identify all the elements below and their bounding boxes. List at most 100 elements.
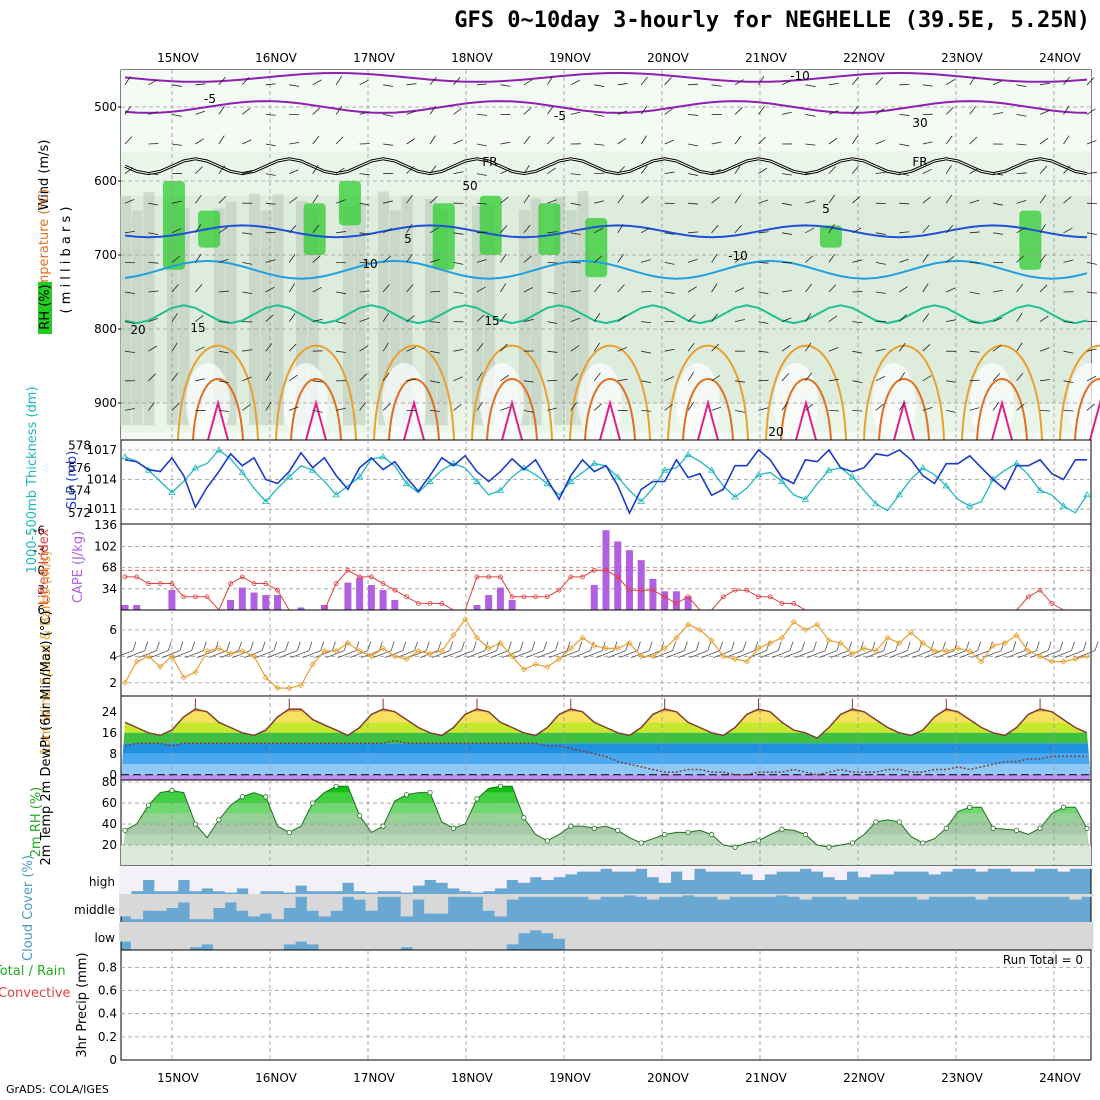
surface-barb-flag: [414, 641, 418, 651]
wind-barb: [593, 284, 601, 293]
surface-barb: [220, 650, 239, 659]
rh-point: [779, 826, 785, 832]
wind-speed-point: [227, 650, 234, 657]
rh-point: [638, 840, 644, 846]
temperature-contours: [124, 71, 1100, 441]
wind-barb: [1016, 172, 1027, 174]
cape-bar: [250, 592, 258, 610]
wind-barb: [429, 196, 438, 204]
wind-barb: [523, 224, 531, 234]
ylabel-cloud: Cloud Cover (%): [21, 855, 36, 961]
rh-column: [401, 196, 413, 426]
lifted-index-point: [239, 574, 245, 580]
wind-barb: [758, 321, 769, 324]
rh-column: [530, 198, 542, 426]
wind-barb: [406, 83, 417, 86]
y-tick-label: 600: [94, 174, 117, 188]
wind-speed-point: [872, 647, 879, 655]
surface-barb-flag: [238, 641, 242, 651]
wind-barb: [828, 82, 839, 86]
ylabel-wind10m: 10m Wind Speed & Barbs (m/s): [39, 551, 54, 756]
cloud-clear-bar: [306, 922, 320, 945]
wind-barb: [359, 232, 370, 235]
cloud-clear-bar: [494, 866, 507, 889]
wind-speed-point: [978, 658, 985, 665]
wind-barb: [476, 401, 483, 411]
wind-speed-point: [673, 634, 680, 641]
wind-barb: [898, 401, 906, 411]
wind-speed-line: [121, 616, 1091, 692]
surface-barb-flag: [378, 641, 383, 651]
pressure-frame: [120, 439, 1092, 525]
cloud-clear-bar: [588, 922, 601, 950]
cloud-clear-bar: [576, 894, 589, 897]
surface-barb: [818, 650, 838, 659]
wind-speed-point: [990, 642, 997, 649]
wind-barb: [453, 77, 461, 86]
wind-barb: [523, 380, 534, 383]
top-date-label: 16NOV: [255, 51, 297, 65]
contour-25: [878, 378, 930, 441]
wind-speed-point: [661, 645, 668, 652]
lifted-index-point: [662, 594, 668, 600]
wind-barb: [617, 284, 625, 293]
wind-barb: [382, 313, 390, 322]
wind-barb: [688, 202, 699, 205]
wind-barb: [288, 313, 296, 322]
wind-barb: [547, 291, 558, 295]
thickness-point: [919, 464, 927, 471]
wind-barb: [429, 76, 437, 86]
surface-barb-flag: [660, 641, 665, 651]
surface-barb-flag: [637, 641, 641, 651]
cloud-clear-bar: [201, 894, 214, 920]
wind-barb: [664, 291, 675, 294]
wind-barb: [640, 135, 648, 145]
cloud-clear-bar: [799, 894, 812, 900]
wind-barb: [1016, 403, 1025, 411]
contour-30: [207, 399, 229, 441]
thickness-point: [309, 466, 317, 473]
cloud-clear-bar: [482, 866, 496, 892]
cloud-clear-bar: [1034, 894, 1047, 897]
wind-barb: [969, 407, 980, 411]
surface-barb: [853, 650, 873, 659]
wind-barb: [171, 228, 182, 234]
lifted-index-point: [1049, 600, 1055, 606]
cloud-clear-bar: [306, 866, 320, 892]
cloud-clear-bar: [916, 894, 930, 900]
surface-barb: [185, 650, 204, 659]
contour-30: [501, 399, 523, 441]
surface-barb-flag: [742, 641, 747, 651]
surface-barb-flag: [390, 641, 395, 651]
cloud-clear-bar: [999, 894, 1012, 897]
cloud-clear-bar: [388, 866, 402, 892]
rh-band: [121, 845, 1091, 866]
wind-barb: [242, 76, 250, 86]
contour-25: [682, 378, 734, 441]
pressure-grid: [121, 440, 1091, 524]
bottom-date-label: 15NOV: [157, 1071, 199, 1085]
wind-barb: [570, 111, 581, 115]
rh-column: [471, 205, 483, 426]
surface-barb-flag: [226, 641, 231, 651]
wind-speed-point: [356, 647, 363, 655]
wind-barb: [734, 255, 744, 263]
wind-barbs: [124, 76, 1098, 413]
lifted-index-point: [568, 574, 574, 580]
wind-barb: [711, 343, 719, 352]
wind-panel: 6 4 2: [109, 609, 1099, 697]
contour-25: [584, 378, 636, 441]
cloud-clear-bar: [154, 894, 167, 911]
cloud-clear-bar: [295, 866, 308, 886]
precip-frame: [120, 949, 1092, 1061]
cloud-clear-bar: [142, 894, 155, 911]
wind-barb: [993, 202, 1004, 206]
thickness-point: [801, 495, 810, 502]
wind-barb: [570, 402, 577, 411]
wind-barb: [124, 230, 135, 234]
cloud-clear-bar: [318, 866, 331, 892]
rh-point: [591, 825, 597, 831]
wind-barb: [711, 406, 722, 411]
wind-barb: [946, 380, 957, 383]
cloud-clear-bar: [435, 866, 449, 883]
